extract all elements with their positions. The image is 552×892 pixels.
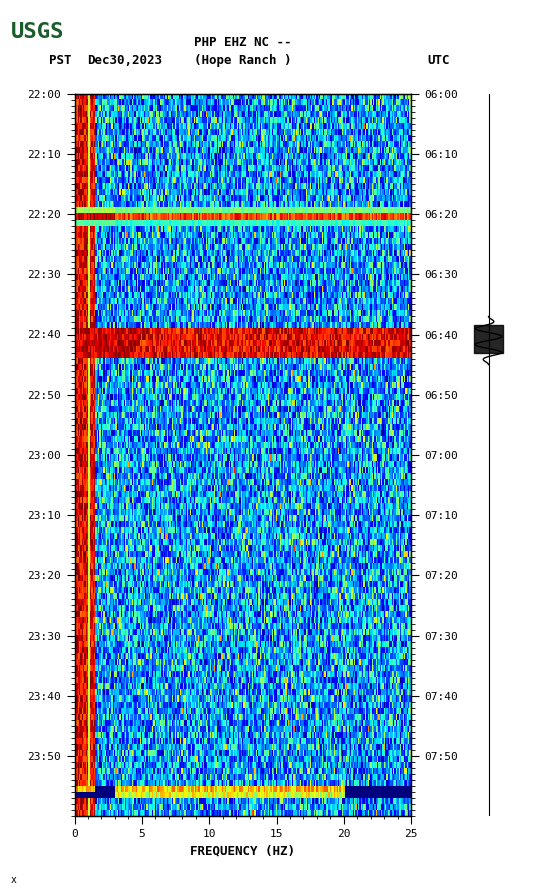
Text: Dec30,2023: Dec30,2023	[87, 54, 162, 67]
Text: PHP EHZ NC --: PHP EHZ NC --	[194, 37, 291, 49]
Text: PST: PST	[49, 54, 72, 67]
Text: UTC: UTC	[428, 54, 450, 67]
Text: (Hope Ranch ): (Hope Ranch )	[194, 54, 291, 67]
Text: USGS: USGS	[11, 22, 65, 42]
Text: x: x	[11, 875, 17, 885]
X-axis label: FREQUENCY (HZ): FREQUENCY (HZ)	[190, 845, 295, 858]
